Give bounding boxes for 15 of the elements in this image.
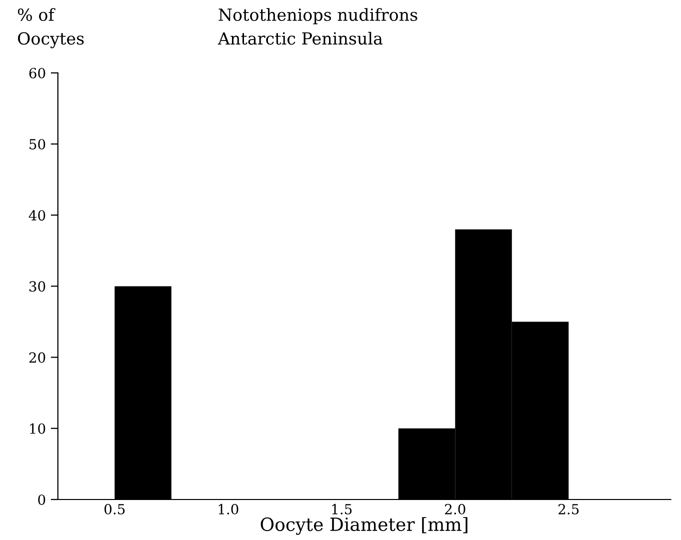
- y-tick-label: 60: [29, 68, 46, 78]
- y-axis-title: % of Oocytes: [18, 8, 84, 48]
- x-tick-label: 2.5: [558, 504, 579, 514]
- x-tick-label: 2.0: [445, 504, 466, 514]
- x-axis-title: Oocyte Diameter [mm]: [260, 517, 468, 535]
- y-tick-label: 0: [38, 494, 46, 505]
- y-tick-label: 40: [28, 210, 46, 221]
- x-tick-label: 0.5: [104, 504, 125, 514]
- y-tick-label: 10: [30, 423, 46, 434]
- x-tick-label: 1.0: [218, 504, 238, 514]
- y-tick-label: 20: [29, 352, 46, 363]
- y-tick-label: 30: [29, 281, 46, 292]
- x-tick-label: 1.5: [332, 504, 352, 514]
- y-tick-label: 50: [30, 138, 46, 150]
- chart-title: Nototheniops nudifrons Antarctic Peninsula: [218, 8, 418, 45]
